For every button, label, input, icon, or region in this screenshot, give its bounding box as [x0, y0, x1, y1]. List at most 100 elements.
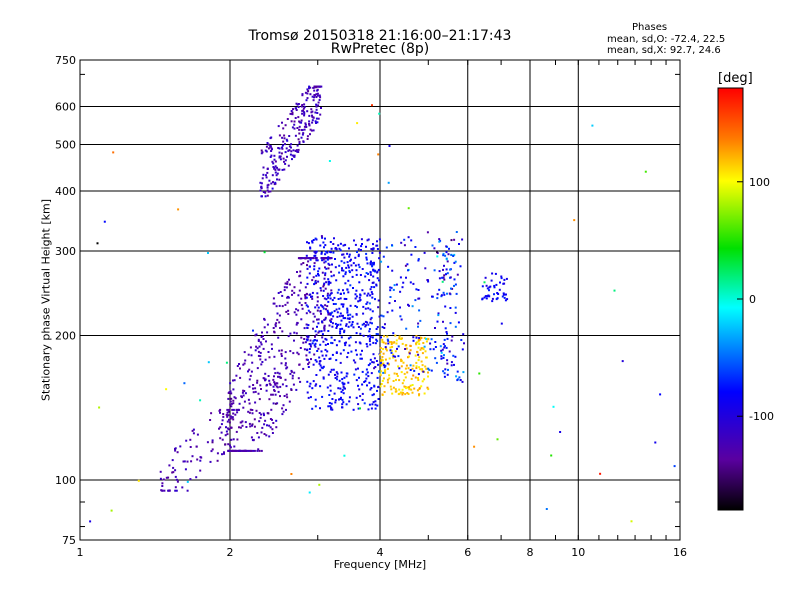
data-point — [434, 357, 437, 360]
data-point — [348, 321, 351, 324]
data-point — [357, 300, 360, 303]
data-point — [427, 375, 429, 378]
data-point — [306, 92, 309, 95]
data-point — [257, 340, 260, 342]
data-point — [317, 101, 320, 104]
data-point — [393, 372, 396, 375]
data-point — [342, 401, 345, 404]
data-point — [289, 332, 292, 335]
data-point — [300, 304, 303, 307]
data-point — [273, 381, 276, 384]
data-point — [271, 347, 273, 350]
data-point — [374, 342, 377, 345]
data-point — [327, 296, 330, 299]
data-point — [442, 252, 445, 255]
data-point — [331, 398, 334, 400]
data-point — [377, 268, 380, 271]
data-point — [412, 364, 415, 367]
data-point — [255, 409, 258, 412]
data-point — [427, 279, 429, 282]
data-point — [288, 278, 290, 281]
data-point — [443, 372, 446, 375]
data-point — [271, 418, 273, 421]
data-point — [448, 292, 451, 295]
data-point — [322, 377, 325, 380]
data-point — [415, 288, 418, 291]
data-point — [319, 407, 321, 410]
data-point — [316, 309, 319, 312]
data-point — [336, 325, 338, 328]
data-point — [327, 262, 330, 265]
data-point — [329, 319, 332, 322]
data-point — [225, 413, 228, 416]
data-point — [172, 466, 175, 469]
data-point — [395, 378, 397, 381]
data-point — [312, 327, 314, 330]
data-point — [312, 363, 315, 366]
data-point — [442, 370, 445, 373]
data-point — [316, 325, 318, 328]
data-point — [371, 281, 374, 284]
data-point — [257, 392, 260, 395]
data-point — [334, 247, 337, 250]
data-point — [248, 368, 251, 371]
data-point — [315, 333, 318, 336]
data-point — [228, 421, 231, 424]
data-point — [418, 356, 421, 359]
data-point — [314, 257, 317, 260]
data-point — [363, 322, 365, 325]
data-point — [461, 380, 464, 383]
data-point — [326, 251, 329, 254]
data-point — [281, 305, 284, 308]
data-point — [311, 387, 314, 390]
data-point — [500, 277, 503, 280]
data-point — [348, 253, 351, 256]
data-point — [357, 403, 360, 406]
data-point — [303, 106, 306, 109]
data-point — [382, 371, 385, 374]
data-point — [422, 348, 425, 351]
data-point — [305, 323, 308, 326]
data-point — [314, 398, 317, 401]
data-point — [324, 316, 327, 319]
data-point — [306, 264, 308, 267]
data-point — [287, 149, 290, 152]
data-point — [408, 386, 411, 389]
data-point — [371, 264, 374, 267]
data-point — [315, 108, 318, 111]
data-point — [316, 304, 319, 307]
data-point — [262, 166, 265, 169]
data-point — [370, 316, 373, 319]
colorbar-tick-label: 100 — [749, 176, 770, 189]
data-point — [320, 304, 323, 307]
data-point — [222, 415, 225, 418]
data-point — [206, 441, 209, 444]
data-point — [278, 304, 281, 307]
data-point — [307, 363, 310, 366]
data-point — [314, 111, 317, 114]
data-point — [451, 335, 454, 338]
data-point — [444, 368, 447, 371]
x-tick-label: 6 — [464, 546, 471, 559]
data-point — [417, 340, 420, 343]
data-point — [307, 242, 310, 245]
data-point — [274, 393, 277, 396]
data-point — [408, 388, 411, 391]
data-point — [360, 357, 363, 360]
data-point — [323, 282, 326, 285]
data-point — [455, 375, 458, 378]
data-point — [298, 132, 301, 135]
data-point — [334, 401, 337, 404]
data-point — [290, 370, 293, 373]
data-point — [292, 383, 295, 386]
data-point — [309, 396, 312, 399]
data-point — [481, 298, 484, 301]
data-point — [223, 451, 225, 454]
data-point — [382, 348, 384, 351]
data-point — [306, 326, 309, 329]
data-point — [263, 251, 266, 254]
data-point — [387, 363, 390, 366]
data-point — [453, 363, 455, 366]
data-point — [301, 133, 304, 136]
data-point — [383, 327, 386, 329]
